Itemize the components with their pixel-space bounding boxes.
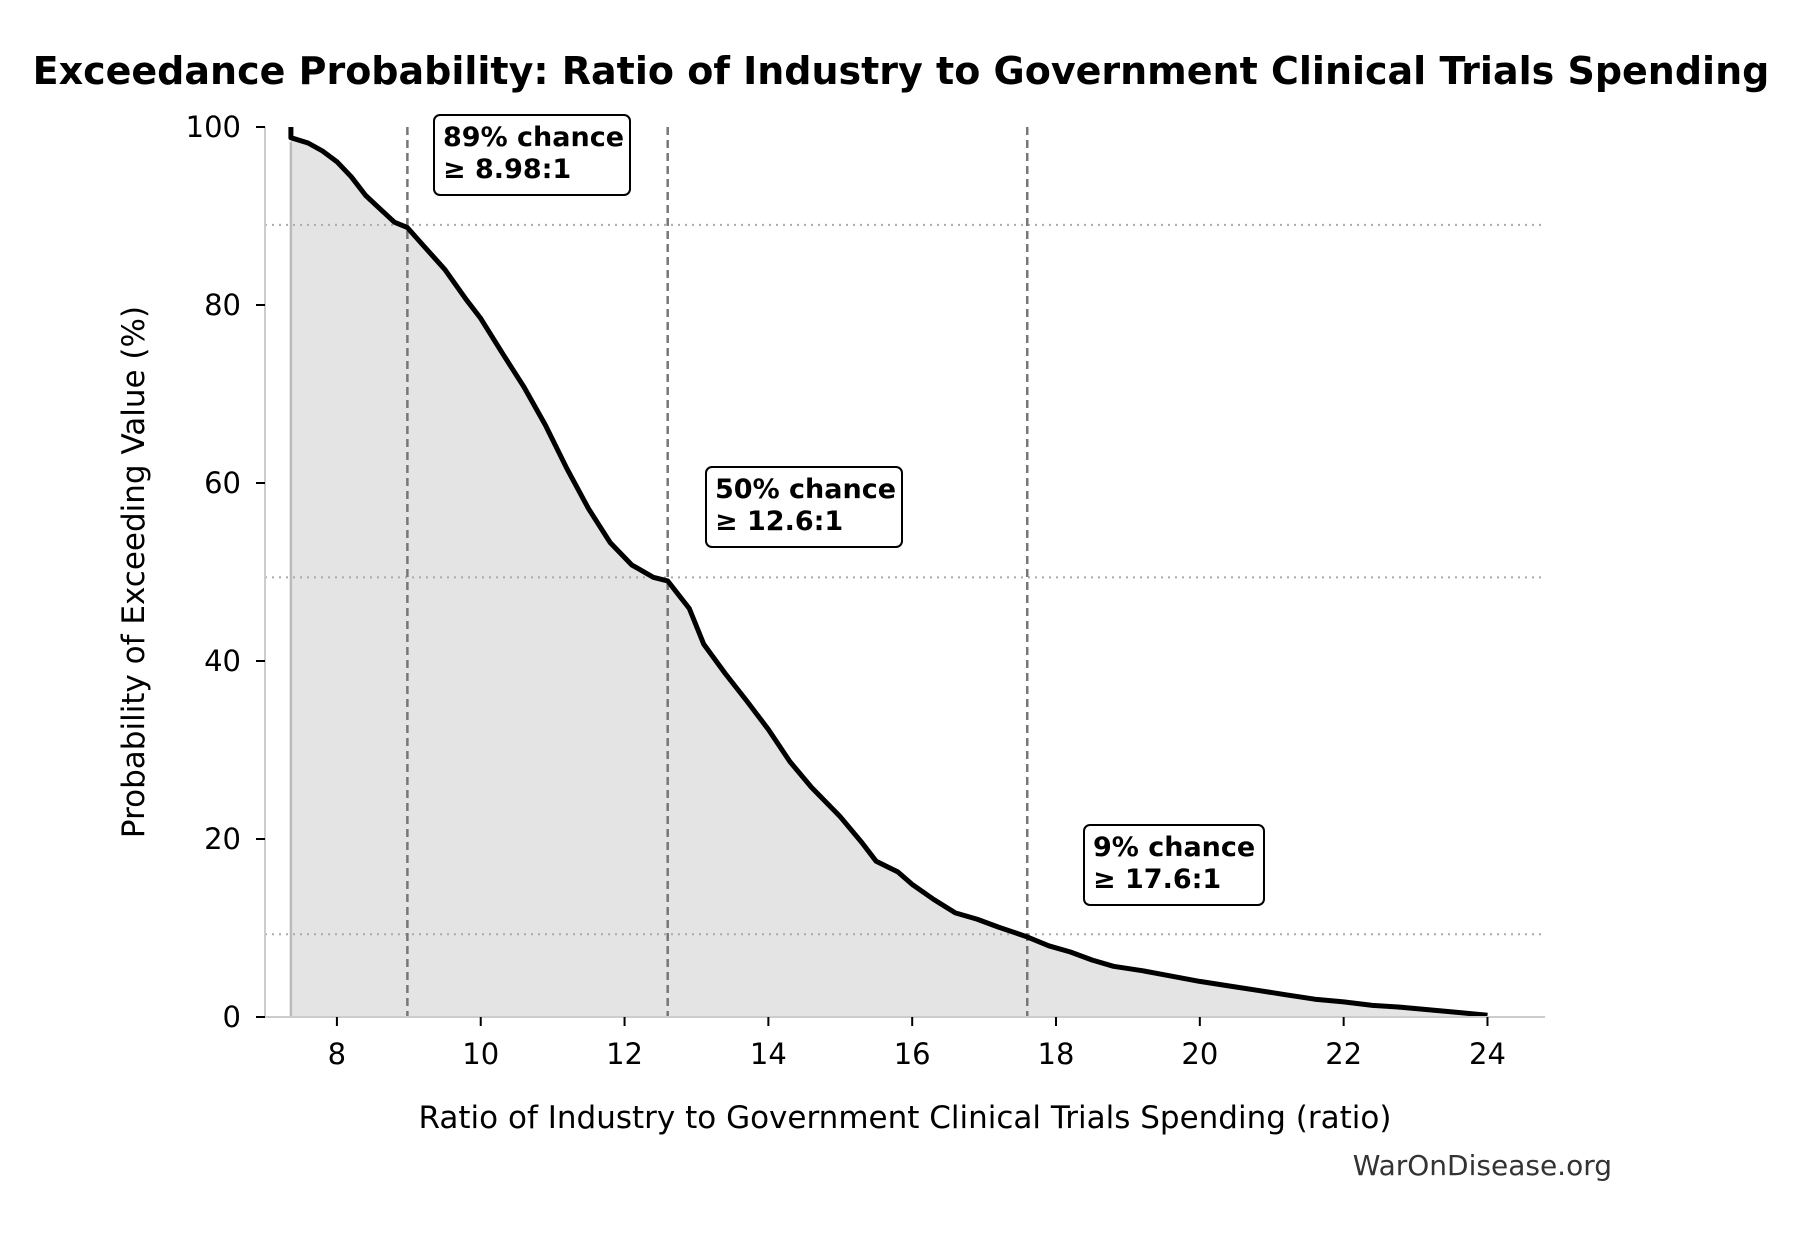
x-tick-label: 20 [1181, 1037, 1218, 1071]
x-axis-ticks: 8 10 12 14 16 18 20 22 24 [328, 1017, 1506, 1071]
x-tick-label: 8 [328, 1037, 346, 1071]
chart-title: Exceedance Probability: Ratio of Industr… [33, 49, 1770, 93]
y-axis-label: Probability of Exceeding Value (%) [116, 306, 152, 838]
annotation-ratio: ≥ 17.6:1 [1093, 864, 1221, 895]
x-tick-label: 24 [1469, 1037, 1506, 1071]
exceedance-area-fill [290, 127, 1488, 1017]
annotation-ratio: ≥ 8.98:1 [443, 154, 571, 185]
x-tick-label: 12 [606, 1037, 643, 1071]
x-tick-label: 16 [894, 1037, 931, 1071]
x-axis-label: Ratio of Industry to Government Clinical… [419, 1100, 1392, 1136]
annotation-frame [1083, 824, 1265, 906]
x-tick-label: 18 [1038, 1037, 1075, 1071]
y-axis-ticks: 0 20 40 60 80 100 [186, 110, 265, 1034]
x-tick-label: 14 [750, 1037, 787, 1071]
annotation-frame [433, 114, 631, 196]
y-tick-label: 80 [204, 288, 241, 322]
annotation-box: 50% chance≥ 12.6:1 [705, 466, 903, 548]
source-credit: WarOnDisease.org [1353, 1149, 1612, 1182]
exceedance-curve [288, 127, 1488, 1018]
axes: 8 10 12 14 16 18 20 22 24 0 20 40 60 80 100 [186, 110, 1545, 1071]
annotation-probability: 89% chance [443, 122, 624, 153]
y-tick-label: 40 [204, 644, 241, 678]
y-tick-label: 0 [223, 1000, 241, 1034]
x-tick-label: 22 [1325, 1037, 1362, 1071]
x-tick-label: 10 [462, 1037, 499, 1071]
annotation-frame [705, 466, 903, 548]
annotations: 89% chance≥ 8.98:1 50% chance≥ 12.6:1 9% c… [433, 114, 1265, 906]
y-tick-label: 100 [186, 110, 241, 144]
annotation-box: 9% chance≥ 17.6:1 [1083, 824, 1265, 906]
annotation-box: 89% chance≥ 8.98:1 [433, 114, 631, 196]
annotation-ratio: ≥ 12.6:1 [715, 506, 843, 537]
annotation-probability: 9% chance [1093, 832, 1255, 863]
y-tick-label: 60 [204, 466, 241, 500]
ratio-reference-lines [406, 127, 1029, 1017]
y-tick-label: 20 [204, 822, 241, 856]
annotation-probability: 50% chance [715, 474, 896, 505]
plot-area [265, 127, 1545, 1018]
